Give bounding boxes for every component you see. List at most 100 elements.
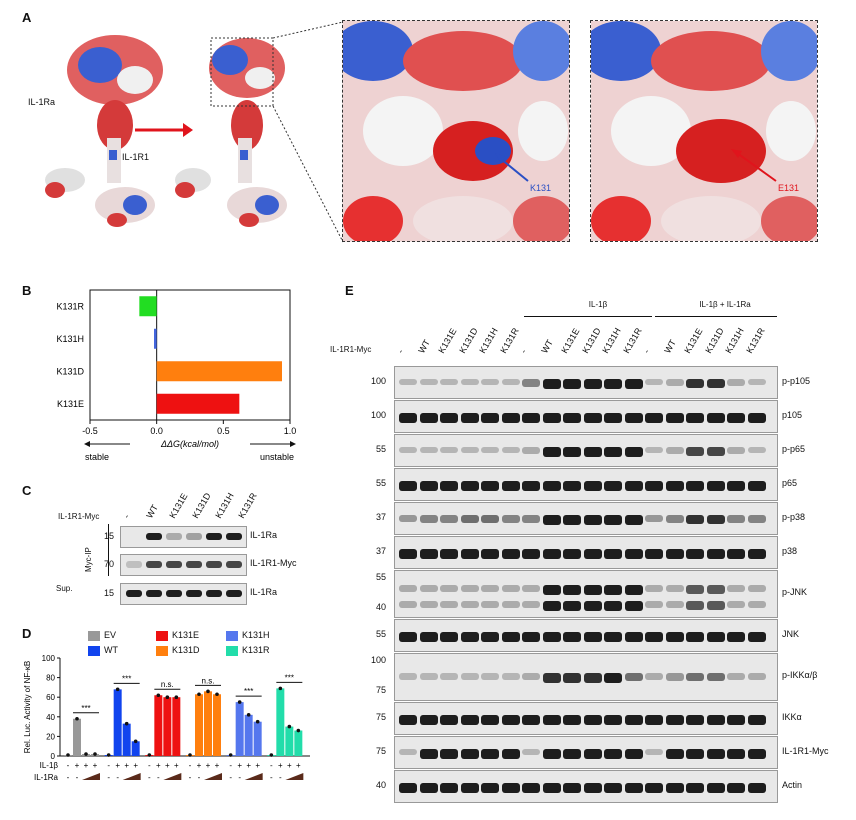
band <box>563 631 581 642</box>
legend-label: WT <box>104 645 118 655</box>
band <box>481 378 499 386</box>
data-point <box>84 752 88 756</box>
stable-label: stable <box>85 452 109 462</box>
band <box>645 378 663 386</box>
e-mw: 75 <box>375 711 386 722</box>
band <box>727 601 745 609</box>
band <box>501 631 520 642</box>
band <box>583 412 602 423</box>
c-lane-label: WT <box>144 502 160 520</box>
band <box>522 714 540 725</box>
e-blot-6 <box>394 570 778 618</box>
band <box>460 748 479 759</box>
band <box>206 590 222 597</box>
il1ra-gradient <box>204 773 222 780</box>
band <box>645 548 663 559</box>
e-lane-label: K131D <box>579 326 603 355</box>
e-lane-label: K131H <box>723 326 746 355</box>
band <box>440 782 458 793</box>
il1ra-sign: - <box>229 773 232 782</box>
band <box>440 412 458 423</box>
band <box>706 585 725 594</box>
band <box>686 514 704 525</box>
e131-label: E131 <box>778 183 800 193</box>
band <box>399 748 417 755</box>
band <box>604 631 622 642</box>
significance-label: *** <box>122 674 131 683</box>
band <box>686 782 704 793</box>
e-blot-label: p65 <box>782 477 798 488</box>
legend-label: K131E <box>172 630 200 640</box>
band <box>460 378 479 386</box>
panel-label-c: C <box>22 483 32 498</box>
band <box>727 514 745 523</box>
bar-k131d <box>195 694 203 756</box>
band <box>460 412 479 423</box>
band <box>440 601 458 609</box>
data-point <box>174 695 179 699</box>
band <box>624 446 643 457</box>
e-blot-2 <box>394 434 778 467</box>
band <box>226 561 242 568</box>
y-tick-label: 60 <box>46 693 55 702</box>
band <box>542 601 561 611</box>
il1ra-sign: - <box>157 773 160 782</box>
band <box>747 601 766 609</box>
data-point <box>147 753 152 757</box>
band <box>481 748 499 759</box>
band <box>399 412 417 423</box>
band <box>665 748 684 759</box>
structure-overview <box>45 21 344 243</box>
e-blot-label: p-p105 <box>782 375 811 386</box>
il1ra-sign: - <box>67 773 70 782</box>
band <box>542 714 561 725</box>
band <box>522 631 540 642</box>
il1ra-row-label: IL-1Ra <box>34 773 59 782</box>
band <box>706 601 725 610</box>
bar-k131e <box>163 697 172 756</box>
data-point <box>228 753 233 757</box>
band <box>419 378 438 386</box>
e-lane-label: K131H <box>477 326 500 355</box>
band <box>481 585 499 593</box>
e-lane-label: WT <box>661 337 678 355</box>
band <box>501 714 520 725</box>
data-point <box>124 721 129 726</box>
band <box>460 673 479 680</box>
band <box>624 514 643 525</box>
band <box>460 548 479 559</box>
c-row-label: IL-1Ra <box>250 530 278 540</box>
il1ra-gradient <box>163 773 182 780</box>
bar-k131h <box>154 328 157 349</box>
band <box>706 378 725 389</box>
e-blot-label: IKKα <box>782 711 802 722</box>
c-side-sup: Sup. <box>56 584 73 593</box>
il1b-row-label: IL-1β <box>40 761 59 770</box>
band <box>542 378 561 389</box>
band <box>460 782 479 793</box>
band <box>481 782 499 793</box>
band <box>686 601 704 610</box>
band <box>747 631 766 642</box>
data-point <box>93 752 97 756</box>
significance-label: *** <box>81 704 90 713</box>
band <box>747 480 766 491</box>
band <box>686 378 704 389</box>
band <box>542 673 561 683</box>
band <box>583 782 602 793</box>
il1b-sign: + <box>156 761 161 770</box>
panel-label-e: E <box>345 283 354 298</box>
il1b-sign: - <box>229 761 232 770</box>
il1b-sign: - <box>189 761 192 770</box>
c-header: IL-1R1-Myc <box>58 512 100 521</box>
il1b-sign: - <box>270 761 273 770</box>
band <box>226 533 242 540</box>
band <box>583 548 602 559</box>
bar-k131h <box>235 702 244 756</box>
il1ra-sign: - <box>270 773 273 782</box>
e-lane-label: K131R <box>620 326 644 355</box>
legend-label: K131H <box>242 630 270 640</box>
category-label: K131E <box>57 399 84 409</box>
legend-swatch <box>226 646 238 656</box>
band <box>706 514 725 525</box>
